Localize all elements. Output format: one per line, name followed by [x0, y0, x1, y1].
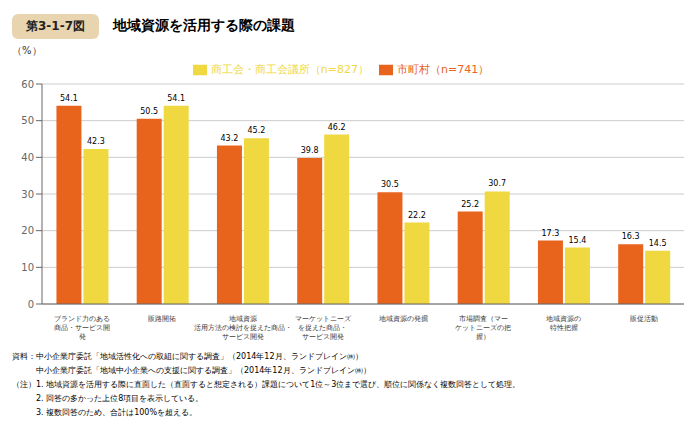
html-text:3. 複数回答のため、合計は100%を超える。: 3. 複数回答のため、合計は100%を超える。 [12, 408, 197, 417]
svg-text:16.3: 16.3 [622, 232, 640, 241]
svg-text:地域資源活用方法の検討を捉えた商品・サービス開発: 地域資源活用方法の検討を捉えた商品・サービス開発 [194, 315, 292, 341]
svg-text:30.7: 30.7 [488, 179, 506, 188]
svg-text:46.2: 46.2 [328, 123, 346, 132]
svg-text:60: 60 [21, 79, 34, 90]
svg-text:市場調査（マーケットニーズの把握）: 市場調査（マーケットニーズの把握） [455, 315, 511, 341]
html-text:（注）1. 地域資源を活用する際に直面した（直面すると想定さ: （注）1. 地域資源を活用する際に直面した（直面すると想定される）課題について1… [12, 380, 521, 389]
svg-text:39.8: 39.8 [301, 146, 319, 155]
svg-text:17.3: 17.3 [542, 229, 560, 238]
svg-text:地域資源の発掘: 地域資源の発掘 [378, 315, 428, 323]
svg-text:地域資源の特性把握: 地域資源の特性把握 [545, 315, 581, 332]
svg-text:30: 30 [21, 189, 34, 200]
svg-text:45.2: 45.2 [248, 126, 266, 135]
svg-text:20: 20 [21, 225, 34, 236]
html-text:資料：中小企業庁委託「地域活性化への取組に関する調査」（20: 資料：中小企業庁委託「地域活性化への取組に関する調査」（2014年12月、ランド… [12, 352, 363, 361]
svg-text:販路開拓: 販路開拓 [148, 315, 176, 323]
svg-text:54.1: 54.1 [167, 94, 185, 103]
svg-text:42.3: 42.3 [87, 137, 105, 146]
svg-text:15.4: 15.4 [569, 236, 587, 245]
svg-text:54.1: 54.1 [60, 94, 78, 103]
html-text:2. 回答の多かった上位8項目を表示している。: 2. 回答の多かった上位8項目を表示している。 [12, 394, 204, 403]
svg-text:22.2: 22.2 [408, 211, 426, 220]
html-text:商工会・商工会議所（n=827）: 商工会・商工会議所（n=827） [210, 63, 369, 76]
svg-text:14.5: 14.5 [649, 239, 667, 248]
svg-text:25.2: 25.2 [461, 200, 479, 209]
svg-text:10: 10 [21, 262, 34, 273]
svg-text:50: 50 [21, 115, 34, 126]
svg-text:マーケットニーズを捉えた商品・サービス開発: マーケットニーズを捉えた商品・サービス開発 [295, 315, 352, 341]
svg-text:0: 0 [28, 299, 34, 310]
html-text:第3-1-7図: 第3-1-7図 [26, 18, 85, 33]
html-text:中小企業庁委託「地域中小企業への支援に関する調査」（2014: 中小企業庁委託「地域中小企業への支援に関する調査」（2014年12月、ランドブレ… [12, 366, 371, 375]
html-text:市町村（n=741）: 市町村（n=741） [397, 63, 490, 76]
svg-text:40: 40 [21, 152, 34, 163]
svg-text:販促活動: 販促活動 [630, 315, 658, 323]
html-text:地域資源を活用する際の課題: 地域資源を活用する際の課題 [113, 17, 295, 33]
svg-text:ブランド力のある商品・サービス開発: ブランド力のある商品・サービス開発 [54, 315, 110, 341]
svg-text:30.5: 30.5 [381, 180, 399, 189]
svg-text:43.2: 43.2 [221, 134, 239, 143]
svg-text:50.5: 50.5 [140, 107, 158, 116]
